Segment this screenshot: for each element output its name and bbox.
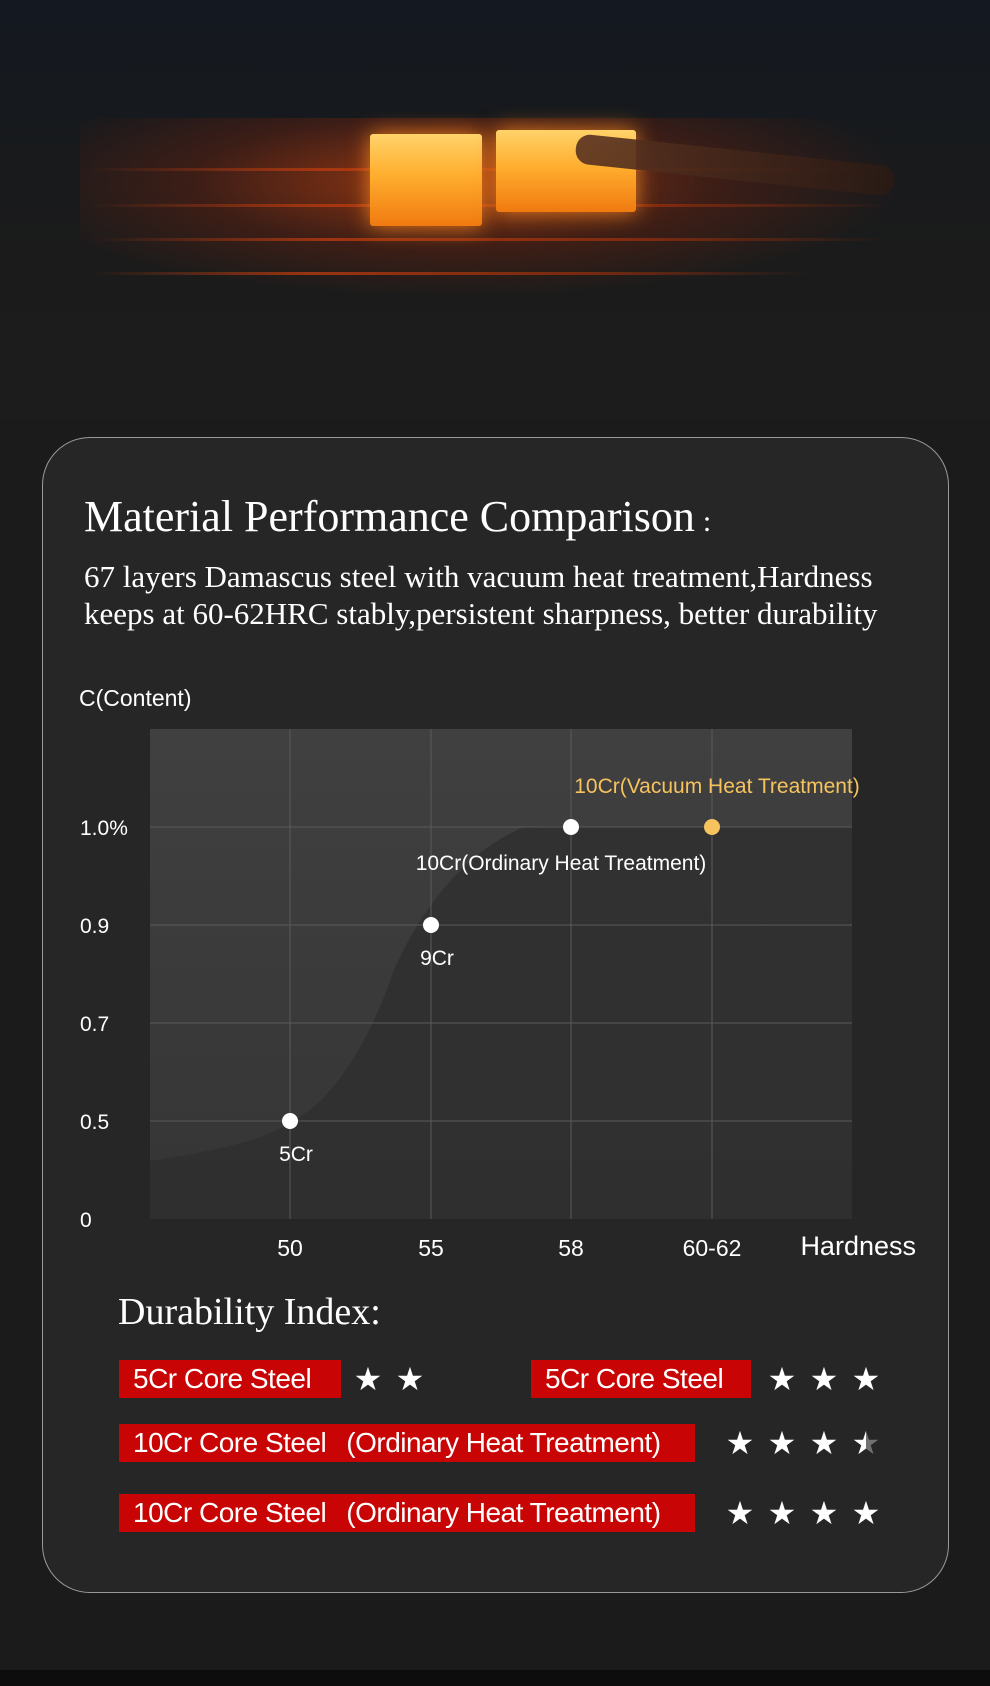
x-tick-label: 55 [418,1235,444,1261]
half-star-icon: ★ [851,1424,881,1462]
data-label: 10Cr(Vacuum Heat Treatment) [574,775,860,798]
rating-stars: ★ ★ [352,1360,436,1398]
star-icon: ★ [767,1360,797,1398]
x-tick-label: 50 [277,1235,303,1261]
data-label: 5Cr [279,1143,313,1166]
y-tick-label: 0.7 [80,1013,109,1036]
rating-stars: ★ ★ ★ [766,1360,892,1398]
durability-tag: 10Cr Core Steel (Ordinary Heat Treatment) [119,1494,695,1532]
x-ticks: 50 55 58 60-62 [277,1235,741,1261]
star-icon: ★ [809,1494,839,1532]
x-axis-label: Hardness [800,1231,916,1261]
page-title: Material Performance Comparison: [84,492,712,541]
data-label: 10Cr(Ordinary Heat Treatment) [416,852,707,875]
y-tick-label: 0.5 [80,1111,109,1134]
grid [150,729,852,1219]
y-tick-label: 0 [80,1209,92,1232]
star-icon: ★ [767,1424,797,1462]
forge-bar [90,204,890,207]
y-ticks: 0 0.5 0.7 0.9 1.0% [80,817,128,1232]
subtitle-line: 67 layers Damascus steel with vacuum hea… [84,559,873,594]
hardness-carbon-chart: C(Content) Hardness 00.50.70.91.0% 50 55 5… [79,685,916,1261]
durability-tag: 5Cr Core Steel [119,1360,341,1398]
bottom-strip [0,1670,990,1686]
subtitle-line: keeps at 60-62HRC stably,persistent shar… [84,596,878,631]
forge-fire-image [0,0,990,420]
durability-tag: 10Cr Core Steel (Ordinary Heat Treatment) [119,1424,695,1462]
forge-bar [90,168,890,171]
tag-sub: (Ordinary Heat Treatment) [346,1427,661,1458]
data-point [423,917,439,933]
star-icon: ★ [353,1360,383,1398]
star-icon: ★ [809,1360,839,1398]
hot-steel-block [370,134,482,226]
forge-bar [90,238,890,241]
data-points: 5Cr 9Cr 10Cr(Ordinary Heat Treatment) 10Cr(… [279,775,860,1166]
forge-bar [90,272,810,275]
data-point [282,1113,298,1129]
star-icon: ★ [725,1494,755,1532]
page-subtitle: 67 layers Damascus steel with vacuum hea… [84,558,924,632]
forge-glow [80,118,910,298]
tag-label: 10Cr Core Steel [133,1427,327,1458]
durability-tag: 5Cr Core Steel [531,1360,751,1398]
star-icon: ★ [851,1494,881,1532]
data-point [704,819,720,835]
star-icon: ★ [809,1424,839,1462]
tag-sub: (Ordinary Heat Treatment) [346,1497,661,1528]
star-icon: ★ [395,1360,425,1398]
durability-title: Durability Index: [118,1291,381,1333]
rating-stars: ★ ★ ★ ★ [724,1424,892,1462]
tag-label: 5Cr Core Steel [133,1363,312,1394]
y-axis-label: C(Content) [79,685,191,711]
x-tick-label: 60-62 [683,1235,742,1261]
star-icon: ★ [725,1424,755,1462]
data-label: 9Cr [420,947,454,970]
star-icon: ★ [851,1360,881,1398]
tag-label: 10Cr Core Steel [133,1497,327,1528]
y-tick-label: 1.0% [80,817,128,840]
tag-label: 5Cr Core Steel [545,1363,724,1394]
data-point [563,819,579,835]
rating-stars: ★ ★ ★ ★ [724,1494,892,1532]
y-tick-label: 0.9 [80,915,109,938]
star-icon: ★ [767,1494,797,1532]
x-tick-label: 58 [558,1235,584,1261]
